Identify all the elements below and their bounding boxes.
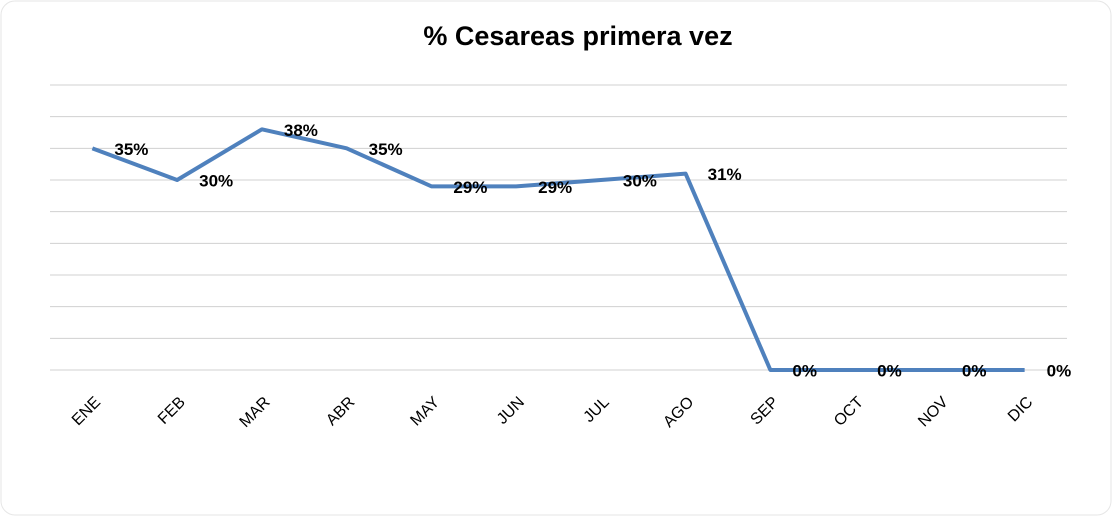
- data-label: 0%: [1047, 361, 1072, 380]
- data-label: 38%: [284, 121, 318, 140]
- data-label: 29%: [453, 178, 487, 197]
- data-label: 29%: [538, 178, 572, 197]
- data-label: 35%: [369, 140, 403, 159]
- data-label: 30%: [623, 171, 657, 190]
- data-label: 31%: [708, 165, 742, 184]
- data-label: 0%: [792, 361, 817, 380]
- data-label: 0%: [877, 361, 902, 380]
- data-label: 0%: [962, 361, 987, 380]
- data-label: 30%: [199, 171, 233, 190]
- line: [91, 127, 1025, 372]
- data-label: 35%: [114, 140, 148, 159]
- chart-title: % Cesareas primera vez: [423, 21, 732, 51]
